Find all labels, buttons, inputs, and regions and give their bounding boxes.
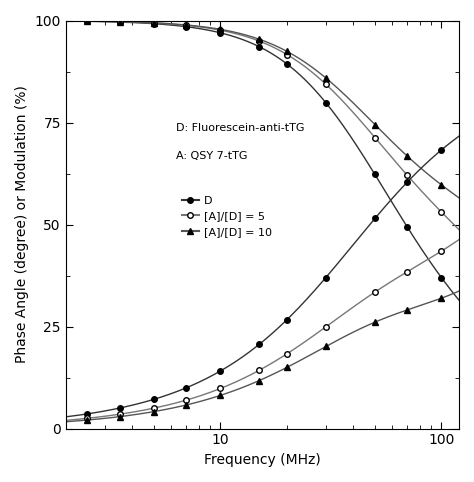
- Legend: D, [A]/[D] = 5, [A]/[D] = 10: D, [A]/[D] = 5, [A]/[D] = 10: [178, 191, 277, 241]
- Text: A: QSY 7-tTG: A: QSY 7-tTG: [176, 151, 247, 161]
- Y-axis label: Phase Angle (degree) or Modulation (%): Phase Angle (degree) or Modulation (%): [15, 86, 29, 363]
- Text: D: Fluorescein-anti-tTG: D: Fluorescein-anti-tTG: [176, 123, 304, 133]
- X-axis label: Frequency (MHz): Frequency (MHz): [204, 453, 321, 467]
